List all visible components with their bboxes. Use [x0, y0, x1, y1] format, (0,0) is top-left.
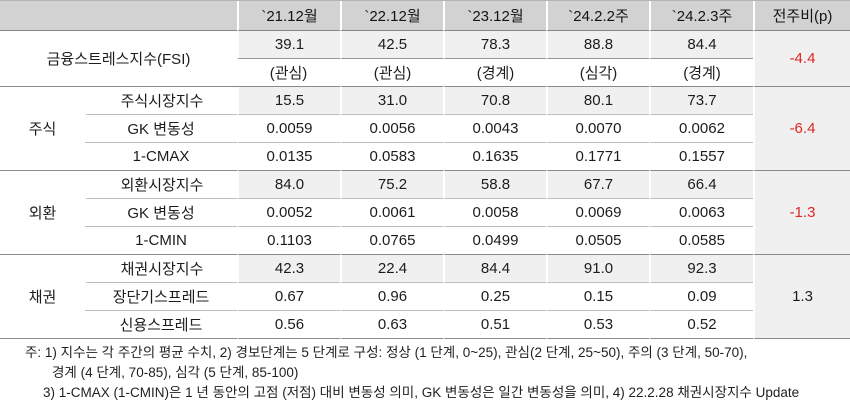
footnote-line-2: 경계 (4 단계, 70-85), 심각 (5 단계, 85-100): [52, 365, 299, 380]
cell: 42.3: [237, 255, 340, 283]
cell: 0.1635: [443, 143, 546, 171]
cell: 58.8: [443, 171, 546, 199]
cell: 0.0135: [237, 143, 340, 171]
row-label: 신용스프레드: [85, 311, 237, 339]
cell: 0.0069: [546, 199, 649, 227]
col-header-21-12: `21.12월: [237, 1, 340, 31]
fsi-table: `21.12월 `22.12월 `23.12월 `24.2.2주 `24.2.3…: [0, 0, 850, 339]
footnotes: 주: 1) 지수는 각 주간의 평균 수치, 2) 경보단계는 5 단계로 구성…: [0, 339, 850, 403]
cell: 0.0062: [649, 115, 753, 143]
cell: 0.1103: [237, 227, 340, 255]
cell: 0.15: [546, 283, 649, 311]
stock-gk-row: GK 변동성 0.0059 0.0056 0.0043 0.0070 0.006…: [0, 115, 850, 143]
row-label: 1-CMAX: [85, 143, 237, 171]
cell: 0.0058: [443, 199, 546, 227]
cell: 0.56: [237, 311, 340, 339]
row-label: GK 변동성: [85, 115, 237, 143]
group-label-stock: 주식: [0, 87, 85, 171]
cell: 0.52: [649, 311, 753, 339]
cell: 0.0043: [443, 115, 546, 143]
col-header-23-12: `23.12월: [443, 1, 546, 31]
group-label-fx: 외환: [0, 171, 85, 255]
fsi-values-row: 금융스트레스지수(FSI) 39.1 42.5 78.3 88.8 84.4 -…: [0, 31, 850, 87]
header-row: `21.12월 `22.12월 `23.12월 `24.2.2주 `24.2.3…: [0, 1, 850, 31]
bond-credit-spread-row: 신용스프레드 0.56 0.63 0.51 0.53 0.52: [0, 311, 850, 339]
fsi-levels-row: (관심) (관심) (경계) (심각) (경계): [0, 59, 850, 87]
footnote-line-3: 3) 1-CMAX (1-CMIN)은 1 년 동안의 고점 (저점) 대비 변…: [43, 385, 800, 400]
col-header-wow: 전주비(p): [753, 1, 850, 31]
fsi-value: 78.3: [443, 31, 546, 59]
cell: 15.5: [237, 87, 340, 115]
corner-cell: [0, 1, 237, 31]
cell: 0.09: [649, 283, 753, 311]
cell: 0.96: [340, 283, 443, 311]
fsi-value: 84.4: [649, 31, 753, 59]
cell: 0.0499: [443, 227, 546, 255]
cell: 0.0052: [237, 199, 340, 227]
bond-term-spread-row: 장단기스프레드 0.67 0.96 0.25 0.15 0.09: [0, 283, 850, 311]
fsi-value: 39.1: [237, 31, 340, 59]
row-label: 장단기스프레드: [85, 283, 237, 311]
cell: 0.0056: [340, 115, 443, 143]
group-label-bond: 채권: [0, 255, 85, 339]
cell: 31.0: [340, 87, 443, 115]
fsi-label: 금융스트레스지수(FSI): [0, 31, 237, 87]
col-header-22-12: `22.12월: [340, 1, 443, 31]
row-label: 1-CMIN: [85, 227, 237, 255]
cell: 84.4: [443, 255, 546, 283]
fsi-level: (관심): [340, 59, 443, 87]
stock-cmax-row: 1-CMAX 0.0135 0.0583 0.1635 0.1771 0.155…: [0, 143, 850, 171]
cell: 0.0505: [546, 227, 649, 255]
row-label: 외환시장지수: [85, 171, 237, 199]
fx-wow-change: -1.3: [753, 171, 850, 255]
fsi-value: 42.5: [340, 31, 443, 59]
cell: 22.4: [340, 255, 443, 283]
bond-index-row: 채권 채권시장지수 42.3 22.4 84.4 91.0 92.3 1.3: [0, 255, 850, 339]
cell: 70.8: [443, 87, 546, 115]
cell: 0.0061: [340, 199, 443, 227]
cell: 80.1: [546, 87, 649, 115]
cell: 0.25: [443, 283, 546, 311]
row-label: 채권시장지수: [85, 255, 237, 283]
cell: 0.67: [237, 283, 340, 311]
fx-cmin-row: 1-CMIN 0.1103 0.0765 0.0499 0.0505 0.058…: [0, 227, 850, 255]
bond-wow-change: 1.3: [753, 255, 850, 339]
cell: 0.0765: [340, 227, 443, 255]
cell: 75.2: [340, 171, 443, 199]
cell: 0.63: [340, 311, 443, 339]
fsi-level: (관심): [237, 59, 340, 87]
cell: 0.51: [443, 311, 546, 339]
cell: 73.7: [649, 87, 753, 115]
fsi-wow-change: -4.4: [753, 31, 850, 87]
cell: 92.3: [649, 255, 753, 283]
cell: 0.53: [546, 311, 649, 339]
stock-index-row: 주식 주식시장지수 15.5 31.0 70.8 80.1 73.7 -6.4: [0, 87, 850, 171]
fsi-level: (경계): [443, 59, 546, 87]
stock-wow-change: -6.4: [753, 87, 850, 171]
fsi-level: (경계): [649, 59, 753, 87]
cell: 67.7: [546, 171, 649, 199]
cell: 0.1557: [649, 143, 753, 171]
fsi-level: (심각): [546, 59, 649, 87]
cell: 0.0063: [649, 199, 753, 227]
col-header-24-2-3: `24.2.3주: [649, 1, 753, 31]
fx-index-row: 외환 외환시장지수 84.0 75.2 58.8 67.7 66.4 -1.3: [0, 171, 850, 255]
cell: 0.1771: [546, 143, 649, 171]
cell: 0.0585: [649, 227, 753, 255]
cell: 66.4: [649, 171, 753, 199]
cell: 91.0: [546, 255, 649, 283]
row-label: GK 변동성: [85, 199, 237, 227]
fx-gk-row: GK 변동성 0.0052 0.0061 0.0058 0.0069 0.006…: [0, 199, 850, 227]
col-header-24-2-2: `24.2.2주: [546, 1, 649, 31]
fsi-value: 88.8: [546, 31, 649, 59]
cell: 0.0070: [546, 115, 649, 143]
cell: 0.0059: [237, 115, 340, 143]
cell: 0.0583: [340, 143, 443, 171]
footnote-line-1: 주: 1) 지수는 각 주간의 평균 수치, 2) 경보단계는 5 단계로 구성…: [25, 345, 748, 360]
row-label: 주식시장지수: [85, 87, 237, 115]
cell: 84.0: [237, 171, 340, 199]
